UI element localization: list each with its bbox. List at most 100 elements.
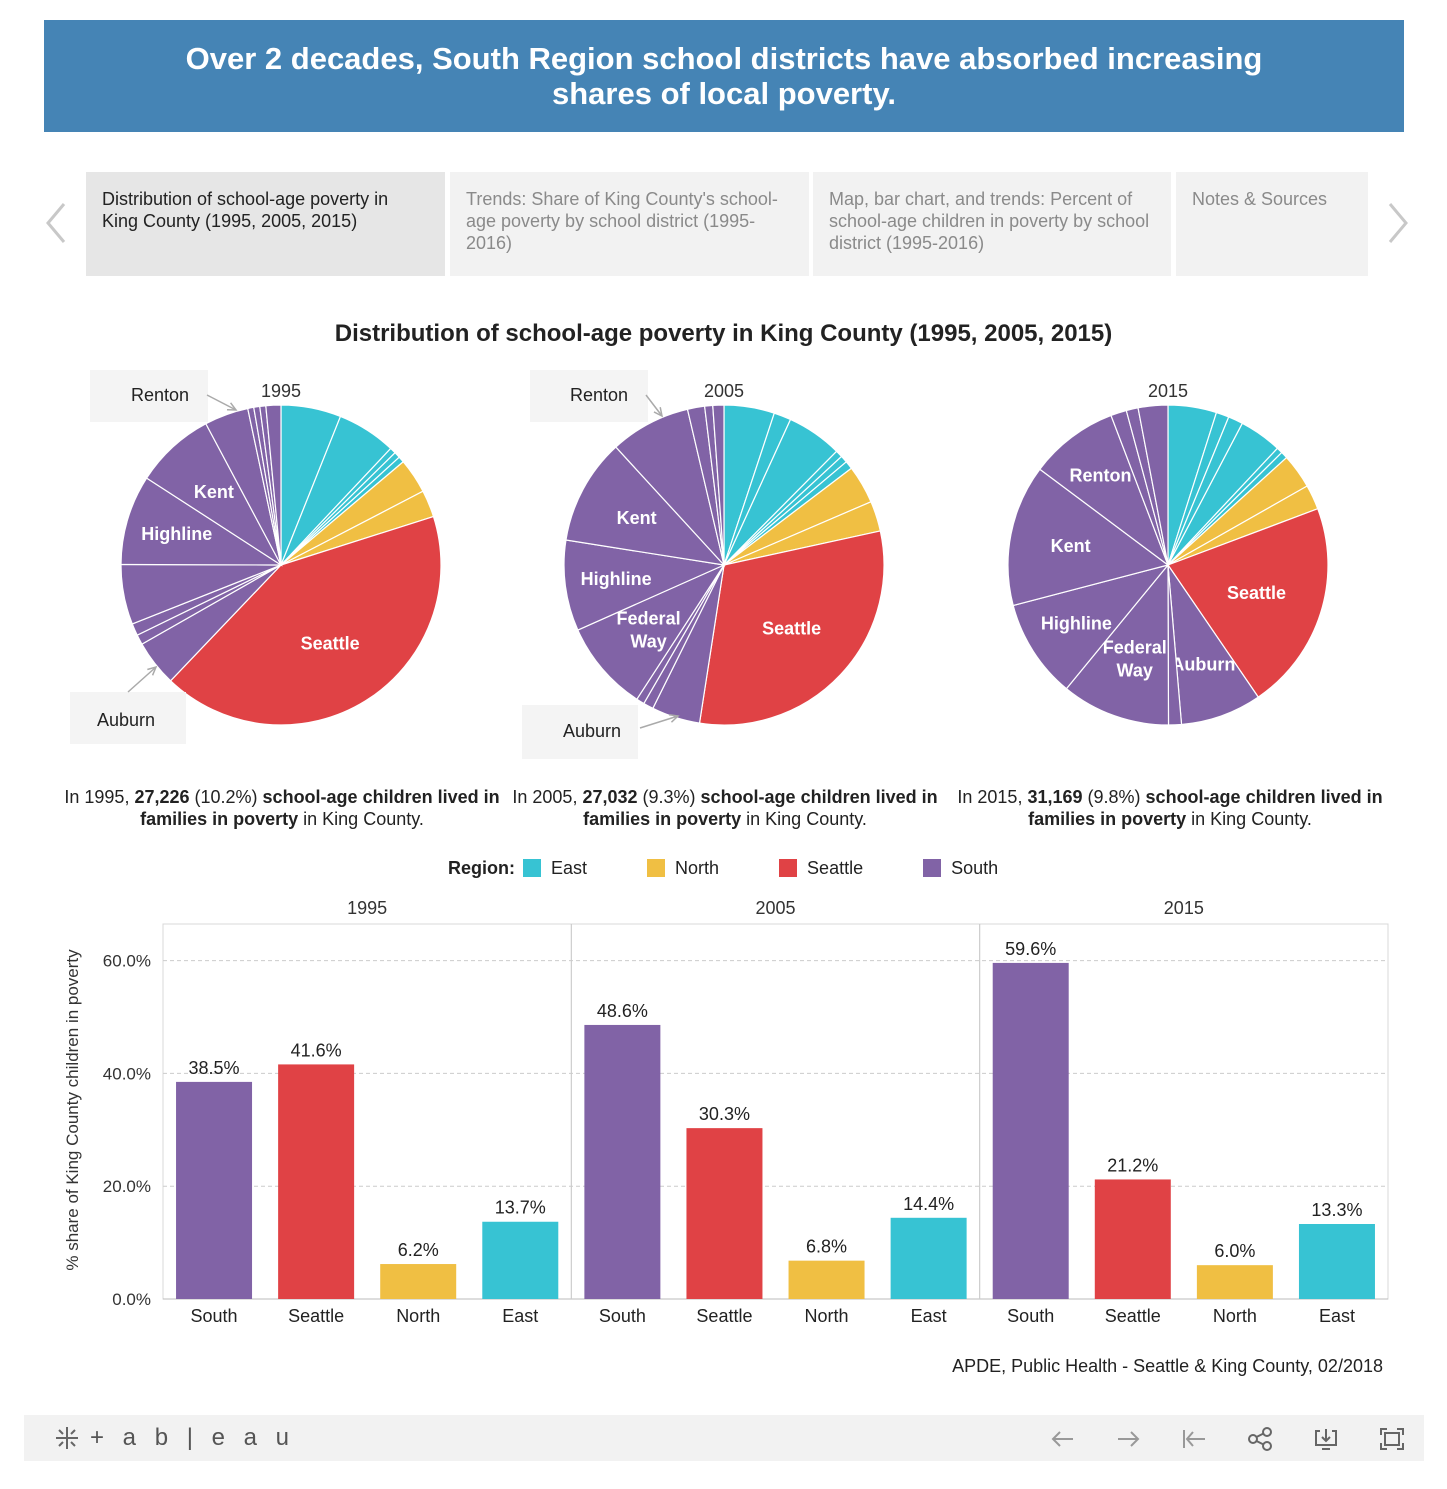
caption-percent: (9.8%): [1082, 787, 1146, 807]
caption-count: 31,169: [1027, 787, 1083, 807]
legend-item-east[interactable]: East: [523, 858, 587, 879]
bar-value-label: 21.2%: [1107, 1155, 1158, 1175]
y-tick-label: 40.0%: [103, 1064, 151, 1083]
x-category-label: East: [502, 1306, 538, 1326]
pie-slice-label: Seattle: [301, 634, 360, 654]
fullscreen-button[interactable]: [1378, 1425, 1406, 1453]
legend-swatch: [523, 859, 541, 877]
bar-north[interactable]: [380, 1264, 457, 1299]
legend-label: Seattle: [807, 857, 864, 878]
bar-value-label: 6.8%: [806, 1237, 847, 1257]
undo-button[interactable]: [1049, 1425, 1077, 1453]
pie-slice-south[interactable]: [120, 477, 284, 566]
slice-callout-label: Auburn: [97, 710, 155, 730]
share-icon: [1248, 1427, 1272, 1451]
tab-trends-share[interactable]: Trends: Share of King County's school-ag…: [450, 172, 809, 276]
caption-text: in King County.: [741, 809, 867, 829]
redo-button[interactable]: [1114, 1425, 1142, 1453]
slice-callout-label: Renton: [570, 385, 628, 405]
x-category-label: North: [396, 1306, 440, 1326]
bar-chart: % share of King County children in pover…: [63, 898, 1389, 1326]
share-button[interactable]: [1246, 1425, 1274, 1453]
pie-slice-label: Highline: [1041, 614, 1112, 634]
bar-value-label: 38.5%: [189, 1058, 240, 1078]
arrow-left-icon: [1051, 1431, 1073, 1447]
next-tab-button[interactable]: [1382, 198, 1412, 248]
tab-map-trends[interactable]: Map, bar chart, and trends: Percent of s…: [813, 172, 1171, 276]
pie-slice-label: Seattle: [1227, 583, 1286, 603]
bar-south[interactable]: [176, 1081, 253, 1299]
slice-callout-label: Auburn: [563, 721, 621, 741]
bar-seattle[interactable]: [278, 1064, 355, 1299]
tab-distribution[interactable]: Distribution of school-age poverty in Ki…: [86, 172, 445, 276]
prev-tab-button[interactable]: [42, 198, 72, 248]
bar-value-label: 14.4%: [903, 1194, 954, 1214]
caption-count: 27,226: [134, 787, 190, 807]
pie-year-label: 2015: [1148, 381, 1188, 401]
bar-seattle[interactable]: [686, 1128, 763, 1299]
y-tick-label: 0.0%: [112, 1290, 151, 1309]
caption-text: in King County.: [298, 809, 424, 829]
pie-slice-south[interactable]: [1065, 563, 1170, 726]
revert-icon: [1183, 1430, 1205, 1448]
pie-slice-south[interactable]: [265, 404, 282, 566]
caption-2005: In 2005, 27,032 (9.3%) school-age childr…: [505, 786, 945, 830]
pie-slice-seattle[interactable]: [1167, 507, 1329, 698]
pie-slice-south[interactable]: [1137, 404, 1169, 566]
panel-header: 1995: [347, 898, 387, 918]
pie-slice-south[interactable]: [563, 539, 727, 631]
callout-arrow: [639, 715, 679, 729]
legend-item-seattle[interactable]: Seattle: [779, 858, 863, 879]
pie-slice-south[interactable]: [577, 563, 726, 701]
bar-east[interactable]: [482, 1221, 559, 1299]
arrow-right-icon: [1118, 1431, 1140, 1447]
y-tick-label: 20.0%: [103, 1177, 151, 1196]
source-note: APDE, Public Health - Seattle & King Cou…: [952, 1356, 1383, 1376]
caption-text: In 1995,: [64, 787, 135, 807]
legend-item-south[interactable]: South: [923, 858, 998, 879]
pie-slice-south[interactable]: [1007, 468, 1170, 607]
bar-seattle[interactable]: [1094, 1179, 1171, 1299]
callout-arrowhead: [668, 713, 680, 723]
tableau-brand: + a b | e a u: [90, 1424, 295, 1451]
tableau-logo-icon: [56, 1427, 78, 1449]
tableau-toolbar: + a b | e a u: [24, 1415, 1424, 1461]
tab-label: Notes & Sources: [1192, 189, 1328, 209]
caption-percent: (10.2%): [189, 787, 263, 807]
x-category-label: South: [599, 1306, 646, 1326]
bar-value-label: 13.3%: [1311, 1200, 1362, 1220]
bar-value-label: 30.3%: [699, 1104, 750, 1124]
callout-arrowhead: [226, 402, 238, 411]
pie-slice-south[interactable]: [1039, 414, 1170, 567]
caption-2015: In 2015, 31,169 (9.8%) school-age childr…: [950, 786, 1390, 830]
bar-value-label: 59.6%: [1005, 939, 1056, 959]
bar-north[interactable]: [1196, 1265, 1273, 1299]
bar-north[interactable]: [788, 1260, 865, 1299]
pie-slice-south[interactable]: [712, 404, 725, 566]
region-legend: Region: East North Seattle South: [448, 855, 998, 881]
caption-1995: In 1995, 27,226 (10.2%) school-age child…: [62, 786, 502, 830]
bar-south[interactable]: [584, 1024, 661, 1299]
callout-box: [530, 370, 648, 422]
revert-button[interactable]: [1180, 1425, 1208, 1453]
callout-arrowhead: [147, 665, 158, 676]
bar-south[interactable]: [992, 962, 1069, 1299]
legend-swatch: [647, 859, 666, 877]
pie-slice-label: Renton: [1070, 466, 1132, 486]
pie-slice-seattle[interactable]: [169, 515, 442, 726]
bar-east[interactable]: [890, 1217, 967, 1299]
caption-percent: (9.3%): [637, 787, 701, 807]
caption-bold: school-age children lived in families in…: [140, 787, 500, 829]
legend-item-north[interactable]: North: [647, 858, 719, 879]
callout-arrow: [645, 394, 663, 417]
download-button[interactable]: [1312, 1425, 1340, 1453]
y-tick-label: 60.0%: [103, 952, 151, 971]
bar-east[interactable]: [1298, 1224, 1375, 1299]
tab-notes-sources[interactable]: Notes & Sources: [1176, 172, 1368, 276]
caption-text: in King County.: [1186, 809, 1312, 829]
bar-value-label: 6.0%: [1214, 1241, 1255, 1261]
caption-text: In 2005,: [512, 787, 583, 807]
pie-slice-south[interactable]: [565, 446, 726, 566]
pie-slice-seattle[interactable]: [698, 530, 885, 726]
